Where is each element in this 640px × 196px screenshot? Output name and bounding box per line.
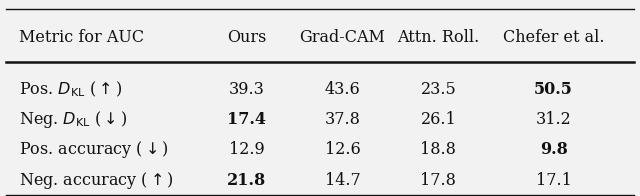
- Text: 17.4: 17.4: [227, 111, 266, 128]
- Text: 23.5: 23.5: [420, 81, 456, 98]
- Text: Grad-CAM: Grad-CAM: [300, 29, 385, 46]
- Text: Chefer et al.: Chefer et al.: [503, 29, 604, 46]
- Text: 14.7: 14.7: [324, 172, 360, 189]
- Text: 17.8: 17.8: [420, 172, 456, 189]
- Text: Ours: Ours: [227, 29, 266, 46]
- Text: 12.6: 12.6: [324, 142, 360, 158]
- Text: Pos. accuracy ($\downarrow$): Pos. accuracy ($\downarrow$): [19, 139, 169, 161]
- Text: 43.6: 43.6: [324, 81, 360, 98]
- Text: Neg. $D_{\mathrm{KL}}$ ($\downarrow$): Neg. $D_{\mathrm{KL}}$ ($\downarrow$): [19, 109, 127, 130]
- Text: 18.8: 18.8: [420, 142, 456, 158]
- Text: 17.1: 17.1: [536, 172, 572, 189]
- Text: Pos. $D_{\mathrm{KL}}$ ($\uparrow$): Pos. $D_{\mathrm{KL}}$ ($\uparrow$): [19, 80, 122, 99]
- Text: 26.1: 26.1: [420, 111, 456, 128]
- Text: Neg. accuracy ($\uparrow$): Neg. accuracy ($\uparrow$): [19, 170, 174, 191]
- Text: 12.9: 12.9: [228, 142, 264, 158]
- Text: 31.2: 31.2: [536, 111, 572, 128]
- Text: 50.5: 50.5: [534, 81, 573, 98]
- Text: 9.8: 9.8: [540, 142, 568, 158]
- Text: 37.8: 37.8: [324, 111, 360, 128]
- Text: 21.8: 21.8: [227, 172, 266, 189]
- Text: Metric for AUC: Metric for AUC: [19, 29, 145, 46]
- Text: 39.3: 39.3: [228, 81, 264, 98]
- Text: Attn. Roll.: Attn. Roll.: [397, 29, 479, 46]
